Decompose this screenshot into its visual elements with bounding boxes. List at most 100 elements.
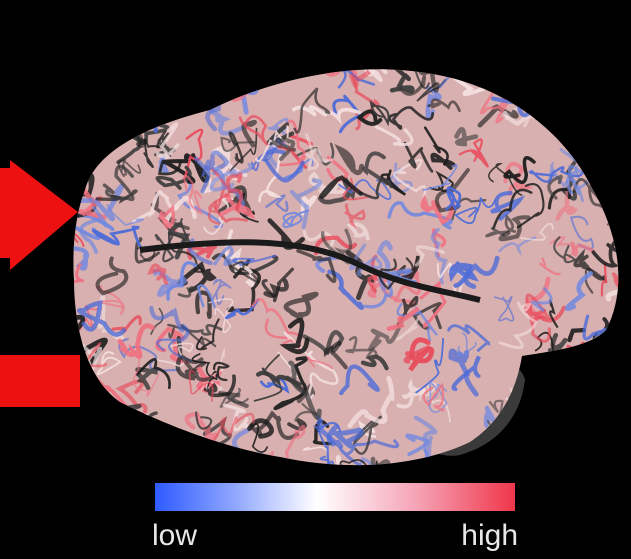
colorbar-high-label: high	[461, 519, 518, 552]
gyrus	[396, 377, 427, 409]
gyrus	[352, 456, 382, 466]
gyrus	[306, 356, 333, 370]
gyrus	[422, 382, 445, 412]
gyrus	[177, 261, 217, 293]
gyrus	[147, 263, 168, 285]
gyrus	[605, 284, 619, 302]
gyrus	[451, 355, 481, 392]
gyrus	[565, 164, 584, 195]
gyrus	[225, 172, 244, 211]
gyrus	[225, 298, 260, 320]
gyrus	[288, 360, 322, 420]
gyrus	[73, 184, 125, 222]
gyrus	[412, 302, 442, 330]
gyrus	[350, 71, 380, 131]
gyrus	[117, 323, 155, 359]
gyrus	[212, 361, 230, 382]
gyrus	[520, 222, 554, 241]
gyrus	[414, 245, 445, 267]
gyrus	[222, 403, 250, 432]
gyrus	[361, 151, 389, 186]
gyrus	[266, 424, 306, 466]
gyrus	[338, 439, 400, 466]
gyrus	[425, 86, 442, 119]
gyrus	[334, 143, 365, 176]
gyrus	[494, 295, 515, 322]
gyrus	[92, 225, 147, 250]
gyrus	[73, 263, 84, 309]
gyrus	[362, 69, 388, 82]
gyrus	[530, 287, 553, 312]
gyrus	[498, 236, 537, 256]
gyrus	[258, 152, 283, 203]
gyrus	[454, 197, 497, 225]
gyrus	[528, 162, 584, 183]
colorbar	[155, 483, 515, 511]
gyrus	[155, 165, 192, 190]
gyrus	[490, 190, 526, 221]
gyrus	[183, 174, 203, 216]
gyrus	[449, 261, 479, 288]
gyrus	[213, 245, 238, 266]
gyrus	[232, 254, 277, 267]
gyrus	[251, 423, 268, 453]
gyrus	[283, 291, 319, 321]
gyrus	[262, 140, 305, 183]
gyrus	[102, 164, 135, 202]
gyrus	[339, 459, 379, 466]
gyrus	[394, 266, 421, 307]
gyrus	[332, 94, 364, 134]
gyrus	[135, 367, 158, 391]
gyrus	[323, 340, 348, 370]
gyrus	[155, 122, 180, 159]
gyrus	[408, 337, 435, 372]
gyrus	[396, 295, 419, 327]
gyrus	[503, 161, 535, 197]
gyrus	[445, 186, 462, 212]
gyrus	[282, 209, 309, 229]
gyrus	[358, 177, 393, 200]
gyrus	[356, 109, 383, 126]
gyrus	[448, 348, 479, 397]
gyrus	[218, 391, 249, 408]
gyrus	[327, 269, 365, 310]
gyrus	[154, 135, 176, 157]
gyrus	[412, 69, 440, 89]
gyrus	[387, 201, 453, 230]
gyrus	[117, 159, 142, 178]
gyrus	[208, 298, 234, 334]
gyrus	[135, 358, 171, 390]
gyrus	[220, 136, 258, 152]
gyrus	[256, 370, 302, 388]
gyrus	[344, 203, 366, 229]
gyrus	[451, 74, 495, 97]
gyrus	[253, 354, 283, 402]
gyrus	[555, 187, 578, 221]
gyrus	[132, 346, 160, 397]
gyrus	[296, 249, 337, 283]
gyrus	[447, 324, 491, 352]
gyrus	[312, 414, 344, 449]
gyrus	[317, 421, 342, 466]
gyrus	[427, 98, 461, 113]
gyrus	[195, 318, 220, 351]
gyrus	[307, 350, 339, 400]
gyrus	[611, 272, 619, 294]
gyrus	[463, 255, 500, 289]
gyrus	[361, 69, 379, 77]
gyrus	[304, 133, 334, 171]
gyrus	[188, 369, 214, 402]
gyrus	[516, 183, 545, 229]
gyrus	[229, 261, 260, 284]
gyrus	[289, 178, 323, 230]
gyrus	[349, 243, 383, 277]
gyrus	[360, 354, 389, 371]
gyrus	[228, 131, 244, 164]
gyrus	[345, 336, 379, 360]
gyrus	[403, 141, 434, 173]
gyrus	[553, 236, 578, 264]
gyrus	[438, 69, 468, 89]
gyrus	[339, 364, 380, 396]
gyrus	[498, 301, 538, 350]
